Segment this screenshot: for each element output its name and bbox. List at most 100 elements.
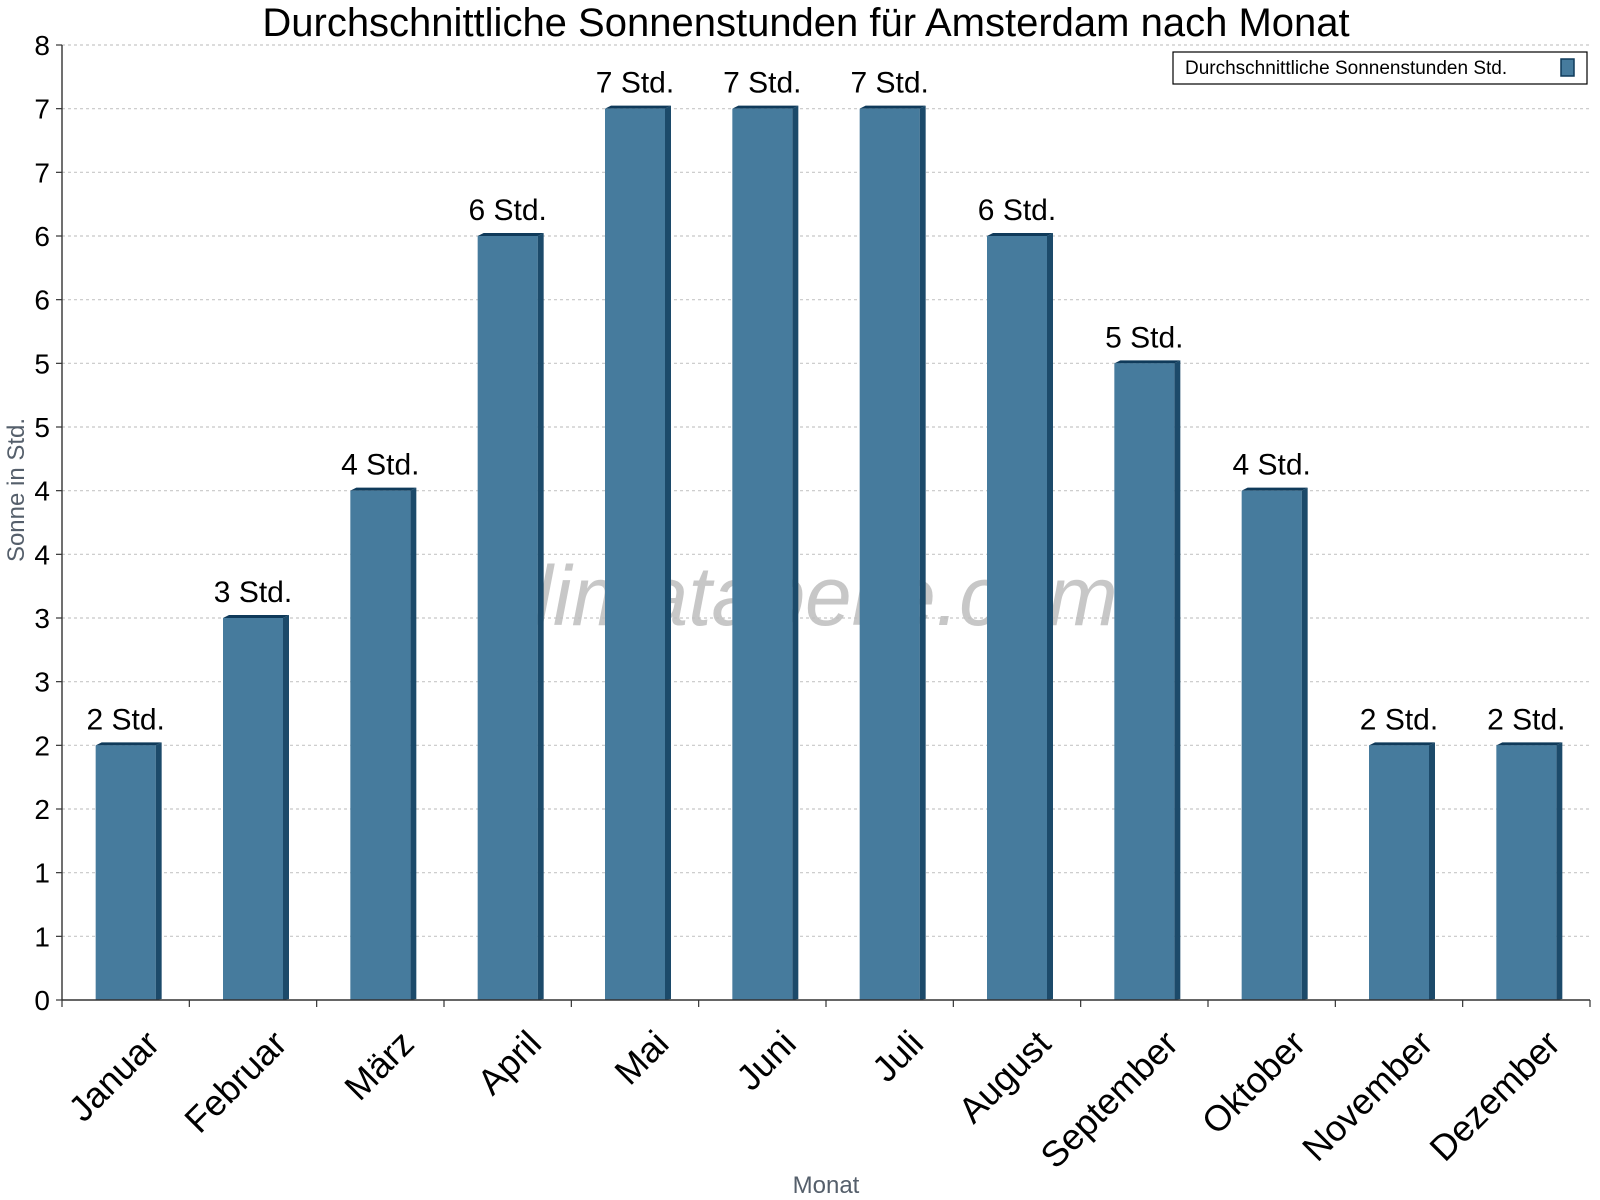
- y-tick-label: 7: [34, 94, 50, 125]
- bar-top: [859, 105, 926, 109]
- x-tick-label: August: [950, 1022, 1058, 1130]
- bar-series: [95, 105, 1563, 1001]
- bar-januar: [95, 742, 162, 1000]
- bar-side: [537, 233, 544, 1000]
- y-tick-label: 4: [34, 539, 50, 570]
- bar-side: [792, 105, 799, 1000]
- data-label: 3 Std.: [214, 576, 292, 609]
- data-label: 2 Std.: [1487, 703, 1565, 736]
- bar-top: [1496, 742, 1563, 746]
- bar-oktober: [1241, 487, 1308, 1001]
- x-tick-label: Mai: [606, 1022, 676, 1092]
- x-tick-label: Dezember: [1421, 1022, 1567, 1168]
- bar-front: [987, 236, 1047, 1000]
- bar-side: [1047, 233, 1053, 1000]
- bar-side: [283, 615, 289, 1000]
- y-axis-title: Sonne in Std.: [3, 418, 30, 562]
- data-label: 4 Std.: [1232, 449, 1310, 482]
- x-tick-label: November: [1294, 1022, 1440, 1168]
- y-tick-label: 5: [34, 348, 50, 379]
- y-tick-labels: 0 1 1 2 2 3 3 4 4 5 5 6 6 7 7 8: [34, 30, 50, 1016]
- bar-front: [605, 108, 665, 1000]
- x-tick-label: Januar: [60, 1022, 167, 1129]
- bar-top: [477, 233, 544, 236]
- y-tick-label: 2: [34, 794, 50, 825]
- bar-top: [1114, 360, 1181, 364]
- bar-front: [1496, 745, 1557, 1000]
- bar-side: [919, 105, 926, 1000]
- x-tick-label: April: [469, 1022, 549, 1102]
- legend-box: [1172, 51, 1588, 85]
- y-tick-label: 3: [34, 603, 50, 634]
- data-label: 6 Std.: [468, 194, 546, 227]
- y-tick-label: 1: [34, 858, 50, 889]
- x-tick-label: Oktober: [1194, 1022, 1314, 1142]
- x-tick-label: Juni: [728, 1022, 804, 1098]
- y-tick-label: 5: [34, 412, 50, 443]
- bar-juni: [732, 105, 799, 1000]
- bar-side: [1429, 742, 1435, 1000]
- bar-august: [987, 233, 1053, 1000]
- bar-juli: [859, 105, 926, 1000]
- x-tick-label: Februar: [176, 1022, 294, 1140]
- bar-top: [732, 105, 799, 109]
- bar-side: [1301, 487, 1308, 1001]
- y-tick-label: 0: [34, 985, 50, 1016]
- data-label: 7 Std.: [850, 67, 928, 100]
- data-label: 2 Std.: [86, 703, 164, 736]
- bar-front: [1369, 745, 1429, 1000]
- bar-front: [477, 236, 538, 1000]
- legend: Durchschnittliche Sonnenstunden Std.: [1172, 51, 1588, 85]
- x-tick-label: März: [336, 1022, 422, 1108]
- grid-lines: [62, 44, 1590, 937]
- y-tick-label: 7: [34, 157, 50, 188]
- bar-top: [350, 487, 417, 491]
- data-label: 7 Std.: [596, 67, 674, 100]
- y-tick-label: 1: [34, 921, 50, 952]
- bar-side: [410, 487, 417, 1001]
- bar-top: [605, 105, 671, 109]
- y-tick-label: 2: [34, 730, 50, 761]
- y-tick-label: 6: [34, 221, 50, 252]
- x-tick-labels: Januar Februar März April Mai Juni Juli AugustS…: [60, 1022, 1568, 1176]
- bar-november: [1369, 742, 1435, 1000]
- legend-label: Durchschnittliche Sonnenstunden Std.: [1185, 58, 1507, 79]
- x-tick-label: Juli: [864, 1022, 931, 1089]
- bar-front: [1114, 363, 1175, 1000]
- bar-märz: [350, 487, 417, 1001]
- bar-front: [859, 108, 920, 1000]
- bar-front: [95, 745, 156, 1000]
- axes: [56, 44, 1591, 1007]
- data-label: 4 Std.: [341, 449, 419, 482]
- bar-front: [223, 618, 283, 1000]
- bar-april: [477, 233, 544, 1000]
- y-tick-label: 6: [34, 285, 50, 316]
- y-tick-label: 4: [34, 476, 50, 507]
- bar-side: [155, 742, 162, 1000]
- bar-side: [1556, 742, 1563, 1000]
- bar-front: [1241, 490, 1302, 1000]
- data-label: 7 Std.: [723, 67, 801, 100]
- bar-mai: [605, 105, 671, 1000]
- bar-side: [1174, 360, 1181, 1000]
- bar-front: [732, 108, 793, 1000]
- bar-top: [1369, 742, 1435, 746]
- bar-top: [223, 615, 289, 618]
- data-label: 2 Std.: [1360, 703, 1438, 736]
- bar-september: [1114, 360, 1181, 1000]
- data-labels: 2 Std. 3 Std. 4 Std. 6 Std. 7 Std. 7 Std. 7 St…: [86, 67, 1565, 737]
- x-axis-title: Monat: [793, 1172, 860, 1199]
- data-label: 6 Std.: [978, 194, 1056, 227]
- chart-title: Durchschnittliche Sonnenstunden für Amst…: [262, 1, 1349, 45]
- y-tick-label: 8: [34, 30, 50, 61]
- bar-top: [987, 233, 1053, 236]
- y-tick-label: 3: [34, 667, 50, 698]
- data-label: 5 Std.: [1105, 321, 1183, 354]
- bar-dezember: [1496, 742, 1563, 1000]
- bar-top: [1241, 487, 1308, 491]
- legend-swatch: [1560, 58, 1575, 77]
- bar-top: [95, 742, 162, 746]
- bar-front: [350, 490, 411, 1000]
- bar-side: [665, 105, 671, 1000]
